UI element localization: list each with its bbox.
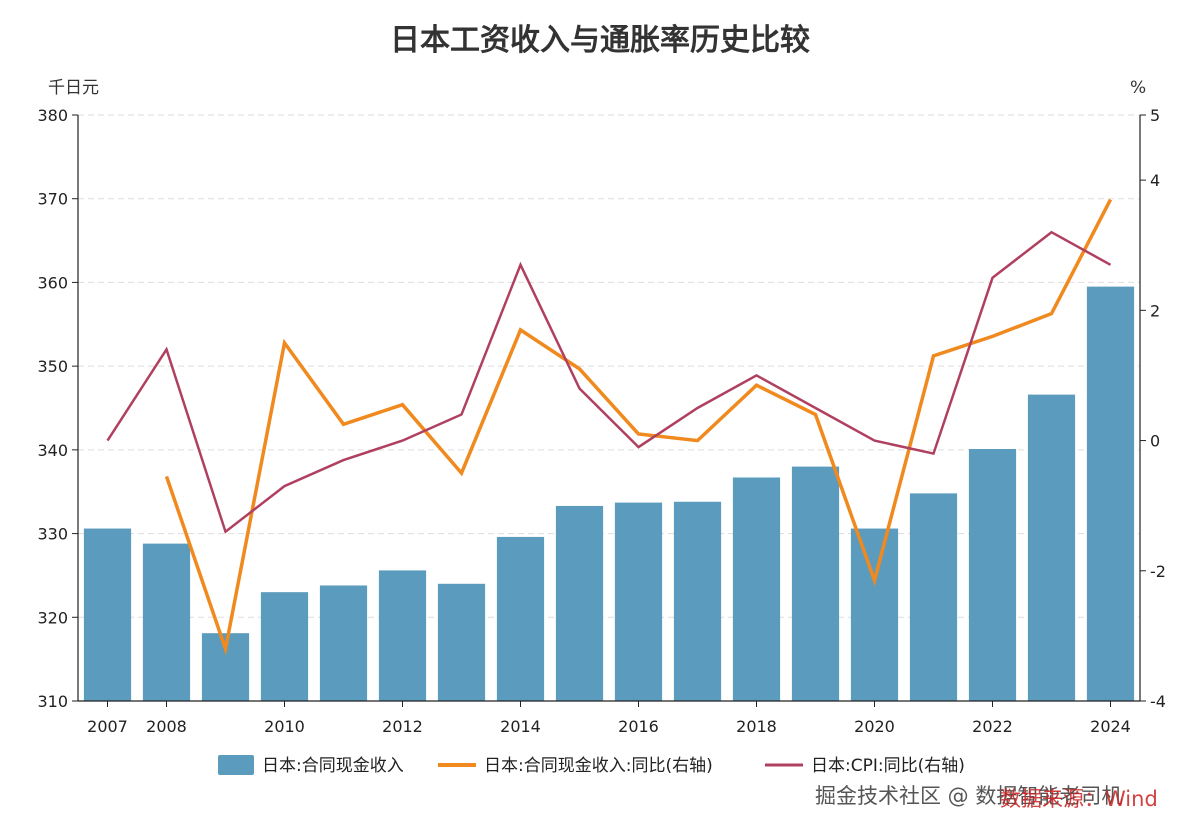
left-tick-label: 380: [37, 106, 68, 125]
right-tick-label: -2: [1150, 562, 1166, 581]
left-tick-label: 310: [37, 692, 68, 711]
bar-2012: [378, 570, 427, 701]
bar-2007: [83, 528, 132, 701]
bar-2021: [909, 493, 958, 701]
right-tick-label: -4: [1150, 692, 1166, 711]
bar-2008: [142, 543, 191, 701]
right-tick-label: 4: [1150, 171, 1160, 190]
bar-2022: [968, 449, 1017, 701]
x-tick-label: 2007: [87, 717, 128, 736]
left-axis-unit: 千日元: [48, 78, 99, 98]
x-tick-label: 2016: [618, 717, 659, 736]
right-tick-label: 2: [1150, 301, 1160, 320]
x-tick-label: 2008: [146, 717, 187, 736]
bar-2011: [319, 585, 368, 701]
bar-2017: [673, 501, 722, 701]
bar-2013: [437, 583, 486, 701]
line-series: [106, 198, 1113, 656]
x-tick-label: 2018: [736, 717, 777, 736]
axes: 310 320 330 340 350 360 370 380 -4 -2 0 2 4 5 2007 2008…: [37, 106, 1166, 736]
source-text: 数据来源：Wind: [1000, 787, 1158, 811]
right-axis-unit: %: [1130, 78, 1146, 98]
legend-label-2: 日本:合同现金收入:同比(右轴): [484, 756, 713, 776]
x-tick-label: 2012: [382, 717, 423, 736]
x-tick-label: 2014: [500, 717, 541, 736]
watermark: 掘金技术社区 @ 数据智能老司机 数据来源：Wind: [815, 784, 1158, 811]
bar-2023: [1027, 394, 1076, 701]
bar-2024: [1086, 286, 1135, 701]
legend-label-1: 日本:合同现金收入: [262, 756, 404, 776]
bar-series: [83, 286, 1135, 701]
x-tick-label: 2022: [972, 717, 1013, 736]
line-series-2: [106, 230, 1112, 534]
bar-2018: [732, 477, 781, 701]
bar-2019: [791, 466, 840, 701]
left-tick-label: 360: [37, 273, 68, 292]
x-tick-label: 2020: [854, 717, 895, 736]
bar-2010: [260, 592, 309, 701]
bar-2016: [614, 502, 663, 701]
watermark-text: 掘金技术社区 @ 数据智能老司机: [815, 784, 1122, 808]
left-tick-label: 330: [37, 525, 68, 544]
left-tick-label: 370: [37, 190, 68, 209]
right-tick-label: 5: [1150, 106, 1160, 125]
right-tick-label: 0: [1150, 432, 1160, 451]
legend-swatch-1: [218, 755, 254, 775]
legend: 日本:合同现金收入 日本:合同现金收入:同比(右轴) 日本:CPI:同比(右轴): [218, 755, 965, 776]
bar-2015: [555, 505, 604, 701]
legend-label-3: 日本:CPI:同比(右轴): [811, 756, 965, 776]
bar-2020: [850, 528, 899, 701]
bar-2014: [496, 536, 545, 701]
x-tick-label: 2024: [1090, 717, 1131, 736]
line-series-1: [164, 198, 1113, 656]
left-tick-label: 340: [37, 441, 68, 460]
chart-title: 日本工资收入与通胀率历史比较: [390, 23, 810, 58]
left-tick-label: 350: [37, 357, 68, 376]
left-tick-label: 320: [37, 608, 68, 627]
x-tick-label: 2010: [264, 717, 305, 736]
